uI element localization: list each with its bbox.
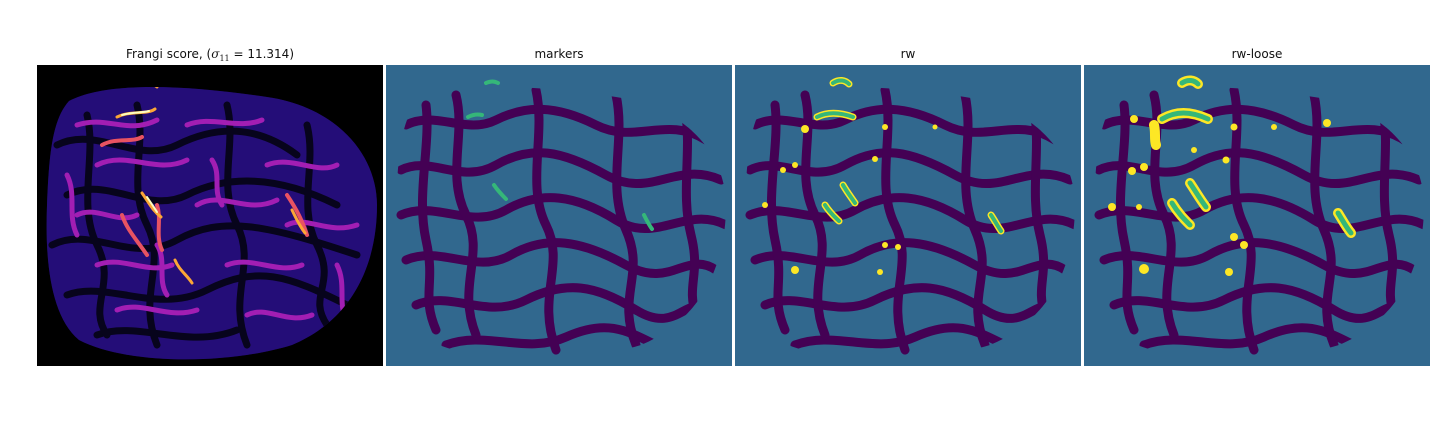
frangi-title-prefix: Frangi score, ( bbox=[126, 47, 212, 61]
frangi-score-image bbox=[37, 65, 383, 366]
markers-svg bbox=[386, 65, 732, 366]
rw-loose-svg bbox=[1084, 65, 1430, 366]
panel-title-rw-loose: rw-loose bbox=[1231, 47, 1283, 61]
panel-title-rw: rw bbox=[900, 47, 916, 61]
rw-svg bbox=[735, 65, 1081, 366]
frangi-title-suffix: = 11.314) bbox=[229, 47, 294, 61]
panel-title-markers: markers bbox=[534, 47, 584, 61]
sigma-symbol: σ11 bbox=[211, 47, 230, 63]
panel-title-frangi: Frangi score, (σ11 = 11.314) bbox=[37, 47, 383, 63]
rw-image bbox=[735, 65, 1081, 366]
markers-image bbox=[386, 65, 732, 366]
rw-loose-image bbox=[1084, 65, 1430, 366]
frangi-score-svg bbox=[37, 65, 383, 366]
